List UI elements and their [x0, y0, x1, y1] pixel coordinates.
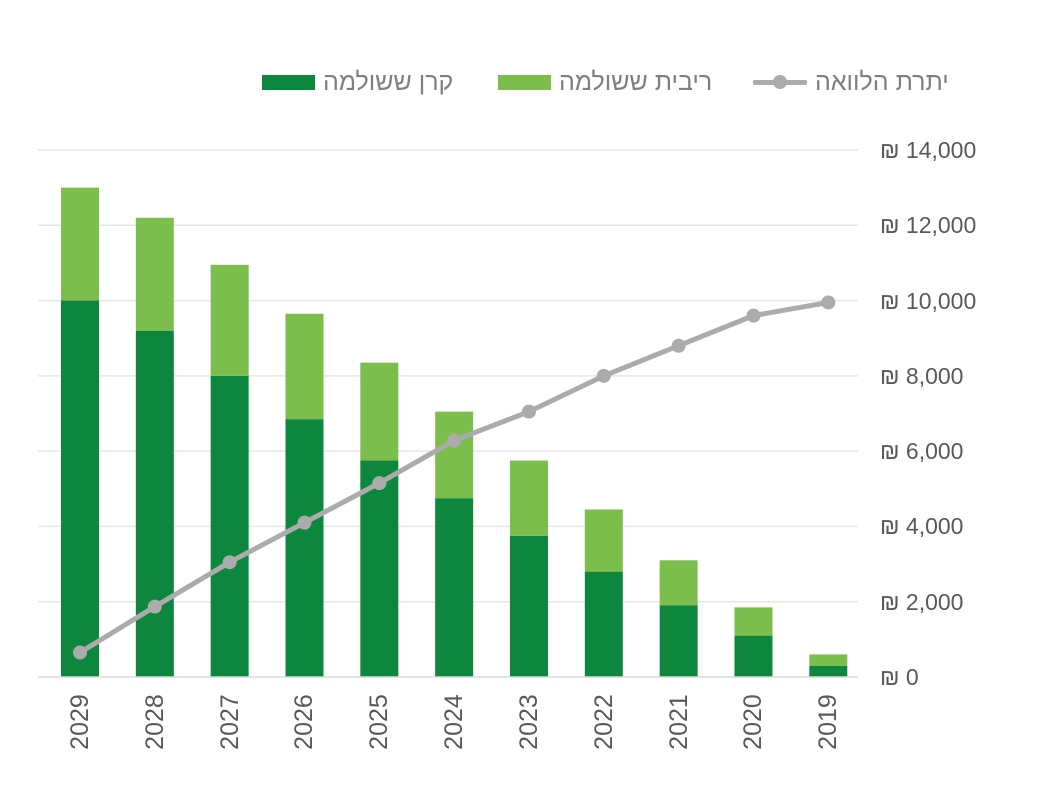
legend-item-principal: קרן ששולמה: [262, 66, 453, 98]
line-marker-2026: [297, 515, 312, 530]
line-marker-2029: [73, 645, 87, 660]
x-tick-label-2027: 2027: [215, 694, 244, 750]
bar-2029-principal: [61, 300, 99, 677]
y-tick-label-0: ₪ 0: [880, 664, 919, 690]
bar-2021-interest: [659, 560, 698, 606]
line-marker-2022: [596, 368, 611, 383]
bar-2026-principal: [285, 419, 324, 677]
y-tick-label-4000: ₪ 4,000: [880, 513, 964, 540]
line-marker-2028: [147, 599, 162, 614]
bar-2020-principal: [734, 635, 773, 677]
bar-2025-principal: [360, 460, 399, 677]
interest-swatch-icon: [498, 74, 551, 90]
bar-2020-interest: [734, 607, 773, 636]
bar-2027-interest: [210, 264, 249, 376]
line-marker-2024: [447, 433, 462, 448]
legend-label-principal: קרן ששולמה: [323, 67, 454, 96]
bar-2023-interest: [509, 460, 548, 536]
x-tick-label-2022: 2022: [589, 694, 618, 750]
bar-2019-interest: [809, 654, 848, 666]
line-marker-2025: [372, 476, 387, 491]
x-tick-label-2029: 2029: [66, 694, 94, 750]
x-tick-label-2028: 2028: [140, 694, 169, 750]
bar-2022-principal: [584, 571, 623, 677]
x-tick-label-2026: 2026: [290, 694, 319, 750]
line-marker-2023: [521, 404, 536, 419]
y-tick-label-10000: ₪ 10,000: [880, 287, 977, 314]
bar-2024-interest: [435, 411, 474, 499]
y-tick-label-8000: ₪ 8,000: [880, 362, 964, 389]
bar-2028-principal: [135, 330, 174, 677]
bar-2029-interest: [61, 187, 99, 301]
bar-2024-principal: [435, 498, 474, 677]
bar-2023-principal: [509, 535, 548, 677]
x-tick-label-2025: 2025: [365, 694, 394, 750]
y-tick-label-12000: ₪ 12,000: [880, 212, 977, 239]
y-tick-label-14000: ₪ 14,000: [880, 137, 977, 163]
line-marker-2021: [671, 338, 686, 353]
legend-item-interest: ריבית ששולמה: [498, 66, 712, 98]
line-marker-2027: [222, 555, 237, 570]
bar-2025-interest: [360, 362, 399, 461]
x-tick-label-2023: 2023: [514, 694, 543, 750]
legend-label-interest: ריבית ששולמה: [559, 67, 713, 96]
y-tick-label-2000: ₪ 2,000: [880, 588, 964, 615]
bar-2027-principal: [210, 375, 249, 677]
bar-2028-interest: [135, 217, 174, 331]
bar-2019-principal: [809, 665, 848, 677]
x-tick-label-2019: 2019: [814, 694, 843, 750]
x-tick-label-2024: 2024: [440, 694, 469, 750]
x-tick-label-2020: 2020: [739, 694, 768, 750]
x-tick-label-2021: 2021: [664, 694, 693, 750]
bar-2026-interest: [285, 313, 324, 420]
line-marker-2020: [746, 308, 761, 323]
legend-label-balance: יתרת הלוואה: [815, 67, 949, 96]
y-tick-label-6000: ₪ 6,000: [880, 438, 964, 465]
bar-2022-interest: [584, 509, 623, 572]
bar-2021-principal: [659, 605, 698, 677]
principal-swatch-icon: [262, 74, 315, 90]
line-marker-icon: [753, 74, 807, 90]
legend-item-balance: יתרת הלוואה: [753, 66, 949, 98]
line-marker-2019: [821, 295, 836, 310]
